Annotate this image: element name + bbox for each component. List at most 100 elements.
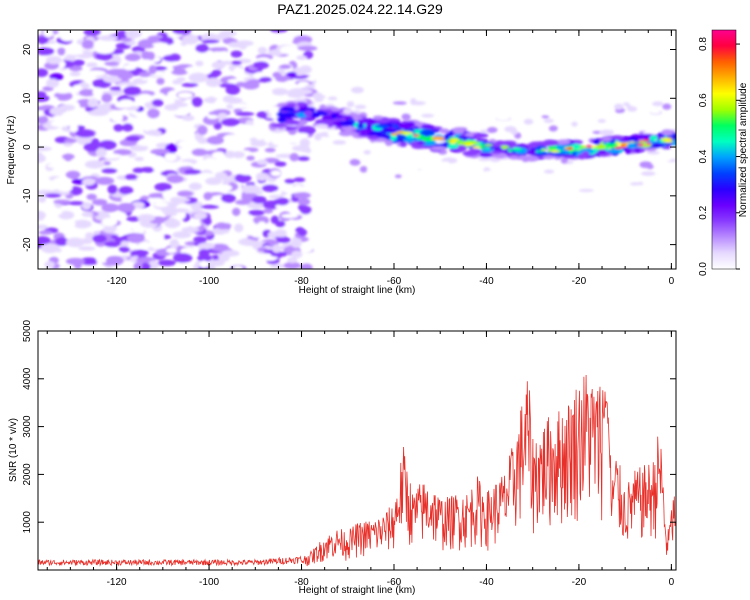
noise-cell [230,50,243,58]
noise-cell [81,211,94,217]
noise-cell [652,101,664,107]
noise-cell [195,43,210,53]
snr-x-ticks: -120 -100 -80 -60 -40 -20 0 [46,331,675,588]
noise-cell [280,184,295,193]
noise-cell [257,46,268,55]
noise-cell [650,109,661,114]
x-tick-label: 0 [669,577,675,588]
noise-cell [255,132,265,141]
noise-cell [64,153,73,162]
noise-cell [297,244,313,253]
noise-cell [210,243,229,252]
noise-cell [185,66,200,74]
noise-cell [203,192,213,201]
noise-cell [312,92,323,99]
noise-cell [245,32,258,39]
colorbar-ticks: 0.0 0.2 0.4 0.6 0.8 [698,37,740,276]
noise-cell [83,142,100,152]
signal-peak [567,146,574,150]
noise-cell [414,174,422,180]
noise-cell [259,76,273,83]
noise-cell [389,160,400,168]
noise-cell [134,156,144,162]
noise-cell [233,67,243,76]
noise-cell [117,202,136,213]
noise-cell [284,178,295,184]
noise-cell [641,171,656,176]
noise-cell [293,177,306,183]
signal-cell [491,150,502,155]
noise-cell [213,200,225,206]
signal-cell [304,109,313,117]
noise-cell [327,96,338,101]
noise-cell [95,52,114,61]
noise-cell [658,157,672,162]
signal-cell [447,143,459,149]
x-tick-label: -60 [387,276,402,287]
noise-cell [543,169,555,174]
noise-cell [298,125,316,135]
noise-cell [133,224,145,235]
noise-cell [69,124,79,133]
noise-cell [80,169,90,177]
noise-cell [620,112,634,117]
noise-cell [647,150,660,155]
x-tick-label: -20 [572,276,587,287]
noise-cell [190,201,204,211]
noise-cell [120,240,129,247]
noise-cell [148,260,159,269]
signal-cell [376,138,387,142]
noise-cell [510,129,518,136]
noise-cell [256,159,268,165]
noise-cell [594,184,608,191]
noise-cell [40,243,59,248]
signal-peak [660,137,671,141]
noise-cell [570,132,581,139]
noise-cell [160,95,172,101]
noise-cell [188,72,208,83]
noise-cell [87,98,99,108]
noise-cell [314,134,322,141]
noise-cell [213,49,229,60]
noise-cell [203,97,219,103]
noise-cell [286,71,297,78]
noise-cell [78,246,96,251]
noise-cell [38,152,44,163]
signal-cell [331,113,338,119]
noise-cell [233,265,243,269]
noise-cell [152,165,164,176]
noise-cell [118,81,138,87]
noise-cell [110,113,124,122]
noise-cell [221,233,232,242]
noise-cell [207,114,218,120]
noise-cell [99,103,111,110]
noise-cell [170,208,190,213]
noise-cell [543,118,554,123]
noise-cell [104,241,120,248]
noise-cell [211,61,226,69]
noise-cell [248,209,265,216]
noise-cell [209,259,225,267]
noise-cell [291,239,302,248]
snr-xlabel: Height of straight line (km) [299,585,416,596]
signal-cell [420,124,436,130]
noise-cell [577,117,585,124]
noise-cell [154,182,172,192]
noise-cell [172,30,192,35]
signal-peak [585,145,593,148]
noise-cell [421,113,435,118]
noise-cell [638,154,651,162]
noise-cell [107,184,118,195]
noise-cell [64,49,84,55]
signal-cell [644,147,657,152]
noise-cell [64,119,84,127]
signal-peak [623,143,628,146]
noise-cell [96,254,105,264]
noise-cell [38,262,45,268]
noise-cell [376,167,387,172]
signal-peak [500,145,509,148]
signal-cell [421,135,436,142]
noise-cell [125,30,142,39]
noise-cell [86,70,106,77]
signal-cell [571,143,581,150]
